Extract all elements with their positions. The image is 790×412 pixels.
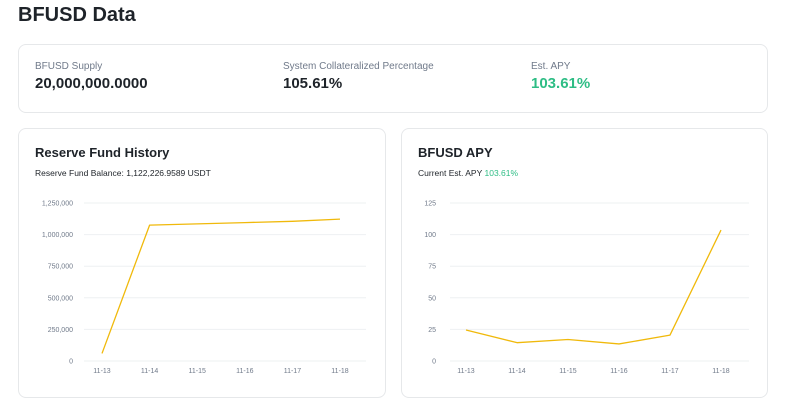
- reserve-chart-y-tick-label: 250,000: [48, 327, 73, 334]
- reserve-chart-x-tick-label: 11-17: [284, 368, 301, 375]
- apy-chart-y-tick-label: 75: [428, 264, 436, 271]
- apy-chart-x-tick-label: 11-14: [508, 368, 525, 375]
- reserve-fund-card: Reserve Fund History Reserve Fund Balanc…: [18, 128, 386, 398]
- reserve-chart-x-tick-label: 11-16: [236, 368, 253, 375]
- reserve-chart-y-tick-label: 0: [69, 359, 73, 366]
- apy-title: BFUSD APY: [418, 145, 493, 160]
- apy-chart-y-tick-label: 125: [424, 201, 436, 208]
- reserve-chart-y-tick-label: 750,000: [48, 264, 73, 271]
- apy-chart-x-tick-label: 11-13: [457, 368, 474, 375]
- apy-current-label: Current Est. APY: [418, 168, 483, 178]
- apy-chart-y-tick-label: 100: [424, 232, 436, 239]
- stat-apy-value: 103.61%: [531, 75, 591, 92]
- reserve-chart-y-tick-label: 500,000: [48, 295, 73, 302]
- apy-chart-series-line: [465, 229, 722, 345]
- reserve-chart-x-tick-label: 11-18: [331, 368, 348, 375]
- reserve-chart-y-tick-label: 1,000,000: [42, 232, 73, 239]
- reserve-chart-x-tick-label: 11-13: [93, 368, 110, 375]
- reserve-fund-title: Reserve Fund History: [35, 145, 170, 160]
- stat-supply-label: BFUSD Supply: [35, 61, 103, 72]
- apy-chart-y-tick-label: 50: [428, 295, 436, 302]
- apy-chart-x-tick-label: 11-17: [661, 368, 678, 375]
- apy-chart-y-tick-label: 25: [428, 327, 436, 334]
- stat-supply: BFUSD Supply 20,000,000.0000: [35, 61, 148, 92]
- reserve-fund-balance: Reserve Fund Balance: 1,122,226.9589 USD…: [35, 168, 211, 178]
- apy-card: BFUSD APY Current Est. APY 103.61% 0 25 50…: [401, 128, 768, 398]
- stat-apy-label: Est. APY: [531, 61, 571, 72]
- apy-current-value: 103.61%: [484, 168, 519, 178]
- page-title: BFUSD Data: [18, 4, 136, 26]
- stat-collateralized-value: 105.61%: [283, 75, 343, 92]
- stat-supply-value: 20,000,000.0000: [35, 75, 148, 92]
- reserve-chart-series-line: [101, 218, 341, 354]
- apy-chart-x-tick-label: 11-16: [610, 368, 627, 375]
- stat-collateralized-label: System Collateralized Percentage: [283, 61, 434, 72]
- reserve-fund-chart[interactable]: 0 250,000 500,000 750,000 1,000,000 1,250,000…: [19, 129, 385, 397]
- apy-chart-x-tick-label: 11-15: [559, 368, 576, 375]
- stats-card: BFUSD Supply 20,000,000.0000 System Coll…: [18, 44, 768, 113]
- stat-apy: Est. APY 103.61%: [531, 61, 590, 92]
- reserve-chart-x-tick-label: 11-14: [141, 368, 158, 375]
- apy-chart-y-tick-label: 0: [432, 359, 436, 366]
- reserve-chart-y-tick-label: 1,250,000: [42, 201, 73, 208]
- apy-chart[interactable]: 0 25 50 75 100 125 11-13 11-14 11-15 11-16 11-17 11…: [402, 129, 767, 397]
- reserve-fund-balance-value: 1,122,226.9589 USDT: [126, 168, 211, 178]
- stat-collateralized: System Collateralized Percentage 105.61%: [283, 61, 434, 92]
- apy-current: Current Est. APY 103.61%: [418, 168, 518, 178]
- reserve-chart-x-tick-label: 11-15: [189, 368, 206, 375]
- apy-chart-x-tick-label: 11-18: [712, 368, 729, 375]
- reserve-fund-balance-label: Reserve Fund Balance:: [35, 168, 124, 178]
